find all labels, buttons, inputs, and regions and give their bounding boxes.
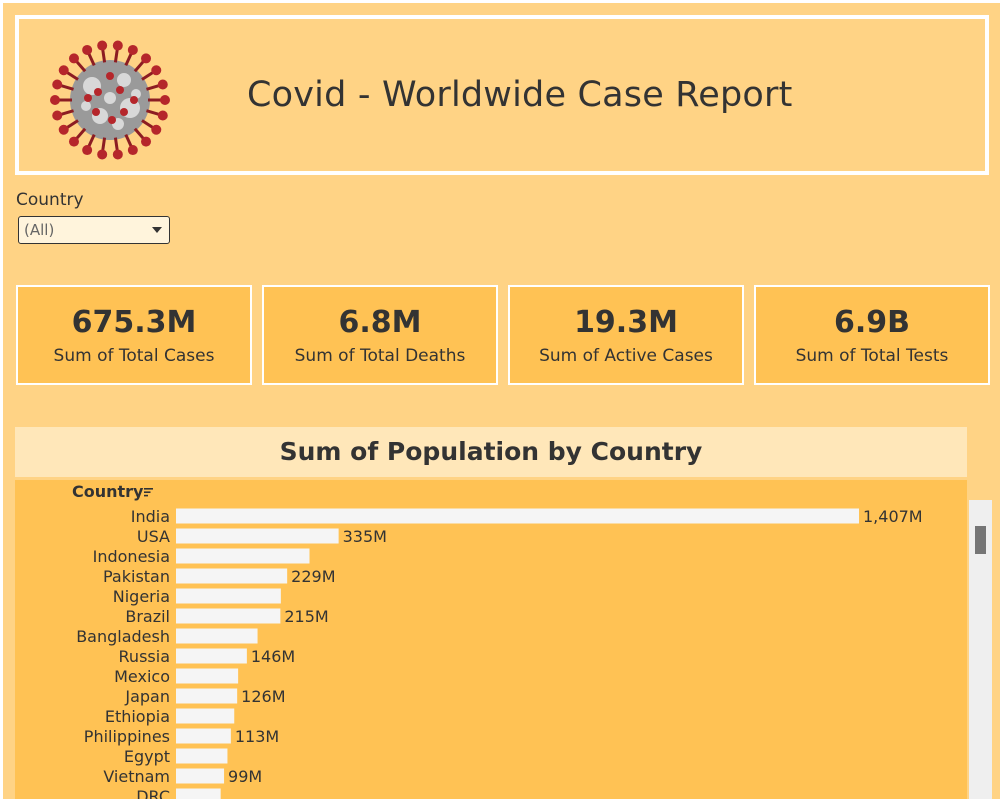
kpi-value: 19.3M <box>574 305 678 340</box>
kpi-active-cases: 19.3M Sum of Active Cases <box>508 285 744 385</box>
bar-category-label: Indonesia <box>93 547 170 566</box>
kpi-label: Sum of Total Deaths <box>294 346 466 366</box>
chart-title: Sum of Population by Country <box>279 437 703 466</box>
bar-value-label: 1,407M <box>863 507 923 526</box>
country-filter-value: (All) <box>24 221 55 239</box>
kpi-label: Sum of Total Tests <box>795 346 949 366</box>
kpi-total-tests: 6.9B Sum of Total Tests <box>754 285 990 385</box>
bar-category-label: Mexico <box>114 667 170 686</box>
bar-category-label: Vietnam <box>103 767 170 786</box>
population-bar[interactable] <box>176 668 239 684</box>
kpi-value: 6.9B <box>833 305 910 340</box>
chart-axis-header: Country <box>72 482 144 501</box>
population-bar[interactable] <box>176 628 258 644</box>
bar-category-label: India <box>131 507 170 526</box>
population-bar[interactable] <box>176 788 221 800</box>
header-panel: Covid - Worldwide Case Report <box>15 15 989 175</box>
kpi-label: Sum of Total Cases <box>53 346 215 366</box>
population-bar[interactable] <box>176 608 281 624</box>
kpi-total-deaths: 6.8M Sum of Total Deaths <box>262 285 498 385</box>
bar-category-label: Pakistan <box>103 567 170 586</box>
population-bar[interactable] <box>176 688 238 704</box>
bar-value-label: 113M <box>235 727 279 746</box>
chart-title-bar: Sum of Population by Country <box>15 427 967 477</box>
bar-value-label: 99M <box>228 767 262 786</box>
population-bar[interactable] <box>176 748 228 764</box>
bar-value-label: 146M <box>251 647 295 666</box>
bar-category-label: Bangladesh <box>76 627 170 646</box>
kpi-value: 675.3M <box>71 305 197 340</box>
scrollbar-thumb[interactable] <box>975 526 986 554</box>
bar-value-label: 335M <box>343 527 387 546</box>
population-bar[interactable] <box>176 528 339 544</box>
country-filter-label: Country <box>16 190 84 210</box>
population-bar[interactable] <box>176 648 247 664</box>
population-bar-chart: Country India 1,407M USA 335M Indonesia Pakis… <box>15 480 967 799</box>
population-bar[interactable] <box>176 708 235 724</box>
bar-value-label: 229M <box>291 567 335 586</box>
bar-category-label: Philippines <box>84 727 170 746</box>
bar-category-label: Japan <box>124 687 170 706</box>
bar-value-label: 215M <box>284 607 328 626</box>
bar-category-label: Nigeria <box>113 587 170 606</box>
population-bar[interactable] <box>176 768 225 784</box>
population-bar[interactable] <box>176 508 859 524</box>
chevron-down-icon[interactable] <box>152 227 162 233</box>
chart-scrollbar[interactable] <box>969 500 992 799</box>
bar-category-label: Ethiopia <box>105 707 170 726</box>
kpi-value: 6.8M <box>338 305 422 340</box>
kpi-label: Sum of Active Cases <box>539 346 713 366</box>
page-title: Covid - Worldwide Case Report <box>247 75 793 115</box>
population-bar[interactable] <box>176 588 281 604</box>
kpi-total-cases: 675.3M Sum of Total Cases <box>16 285 252 385</box>
bar-category-label: DRC <box>136 787 170 799</box>
bar-category-label: USA <box>137 527 170 546</box>
country-filter-dropdown[interactable]: (All) <box>18 216 170 244</box>
bar-category-label: Brazil <box>125 607 170 626</box>
population-bar[interactable] <box>176 728 231 744</box>
population-bar[interactable] <box>176 548 310 564</box>
sort-descending-icon[interactable] <box>143 487 154 498</box>
bar-category-label: Russia <box>119 647 170 666</box>
bar-value-label: 126M <box>241 687 285 706</box>
population-bar[interactable] <box>176 568 288 584</box>
coronavirus-icon <box>50 40 170 160</box>
bar-category-label: Egypt <box>124 747 170 766</box>
dashboard: Covid - Worldwide Case Report Country (A… <box>3 3 1000 799</box>
